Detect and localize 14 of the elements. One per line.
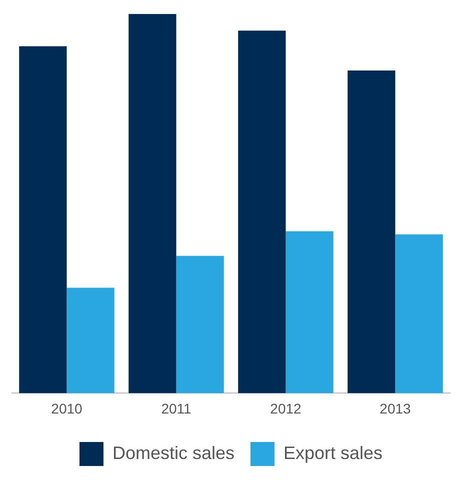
x-tick-label: 2011: [161, 400, 192, 416]
x-tick-label: 2010: [51, 400, 83, 416]
x-tick-label: 2013: [380, 400, 412, 416]
legend-label: Export sales: [283, 442, 383, 463]
x-tick-label: 2012: [270, 400, 302, 416]
bar: [348, 70, 396, 394]
bar: [66, 288, 114, 394]
bar: [176, 256, 224, 394]
bar: [395, 234, 443, 394]
bar: [238, 30, 286, 394]
bar: [19, 46, 67, 394]
legend-label: Domestic sales: [112, 442, 235, 463]
bar: [286, 231, 334, 394]
bar: [128, 14, 176, 394]
